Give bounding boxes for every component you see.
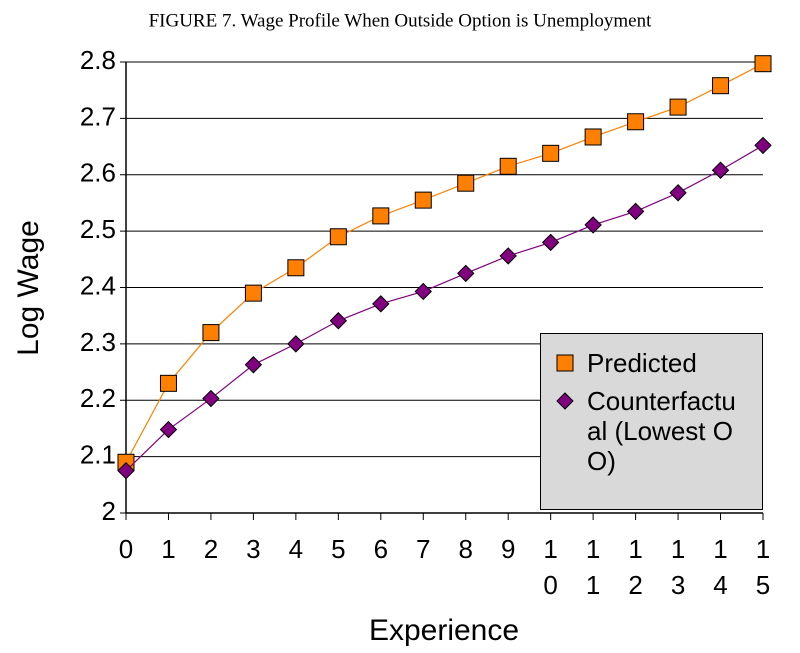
legend-label: Predicted (587, 348, 697, 378)
y-tick-label: 2.6 (80, 158, 116, 188)
marker (159, 374, 177, 392)
marker (627, 113, 645, 131)
marker (329, 312, 348, 330)
x-tick-label: 4 (289, 534, 303, 564)
marker (754, 136, 772, 155)
y-tick-label: 2.7 (80, 101, 116, 131)
x-tick-label: 6 (374, 534, 388, 564)
marker (584, 216, 602, 234)
marker (626, 202, 645, 221)
marker (159, 420, 178, 439)
marker (457, 264, 475, 283)
marker (712, 77, 730, 95)
x-tick-label: 9 (501, 534, 515, 564)
marker (202, 324, 220, 342)
y-tick-label: 2.2 (80, 383, 116, 413)
marker (556, 354, 574, 372)
marker (499, 247, 517, 265)
y-tick-label: 2.3 (80, 327, 116, 357)
x-tick-label: 2 (204, 534, 218, 564)
marker (244, 284, 262, 302)
marker (244, 356, 263, 374)
marker (499, 157, 517, 175)
marker (541, 233, 560, 252)
y-axis-label: Log Wage (12, 220, 45, 356)
legend: Predicted Counterfactual (Lowest OO) (540, 333, 763, 510)
y-tick-label: 2.5 (80, 214, 116, 244)
y-tick-label: 2 (102, 496, 116, 526)
x-tick-label: 7 (416, 534, 430, 564)
marker (329, 228, 347, 246)
x-axis-label: Experience (369, 614, 519, 647)
x-tick-label: 5 (331, 534, 345, 564)
marker (754, 55, 772, 73)
marker (556, 392, 574, 410)
y-tick-label: 2.8 (80, 45, 116, 75)
x-tick-label: 3 (246, 534, 260, 564)
marker (287, 259, 305, 277)
series-line (125, 63, 764, 463)
legend-label: Counterfactual (Lowest OO) (587, 386, 736, 476)
y-tick-label: 2.4 (80, 270, 116, 300)
marker (372, 295, 390, 313)
marker (711, 161, 730, 179)
marker (669, 98, 687, 116)
marker (202, 389, 220, 408)
marker (669, 184, 687, 202)
series-line (125, 144, 764, 472)
marker (414, 191, 432, 209)
y-tick-label: 2.1 (80, 440, 116, 470)
marker (584, 128, 602, 146)
legend-symbol (556, 354, 574, 372)
marker (372, 207, 390, 225)
legend-symbol (556, 392, 574, 410)
marker (414, 282, 432, 301)
marker (542, 144, 560, 162)
marker (287, 335, 305, 353)
x-tick-label: 1 (161, 534, 175, 564)
x-tick-label: 0 (119, 534, 133, 564)
marker (117, 462, 135, 480)
x-tick-label: 8 (458, 534, 472, 564)
chart-title: FIGURE 7. Wage Profile When Outside Opti… (149, 10, 653, 31)
marker (457, 174, 475, 192)
